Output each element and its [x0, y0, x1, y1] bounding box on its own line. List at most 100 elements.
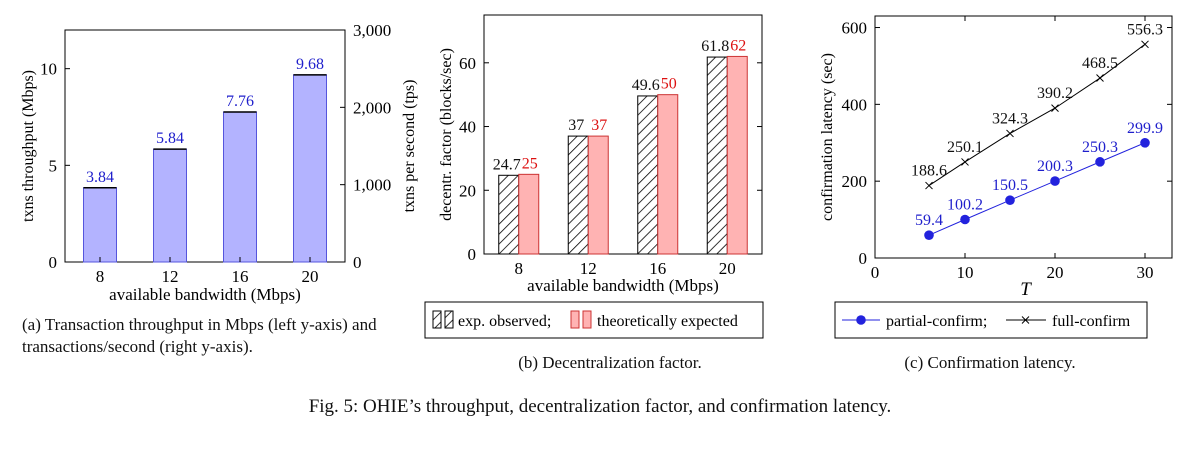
y-right-tick-label: 1,000	[353, 176, 391, 195]
bar	[153, 148, 187, 263]
point-label-partial-confirm: 200.3	[1037, 158, 1073, 175]
y-right-tick-label: 2,000	[353, 98, 391, 117]
bar-observed-label: 37	[568, 117, 584, 134]
legend-marker-full	[1021, 316, 1030, 324]
marker-partial-confirm	[1140, 138, 1150, 148]
marker-full-confirm	[1006, 129, 1014, 138]
bar	[83, 187, 117, 263]
legend-marker-partial	[856, 315, 866, 325]
marker-full-confirm	[1141, 40, 1149, 49]
point-label-partial-confirm: 150.5	[992, 177, 1028, 194]
caption-a: (a) Transaction throughput in Mbps (left…	[22, 315, 377, 356]
marker-stroke	[1006, 129, 1014, 138]
bar-observed-label: 24.7	[493, 156, 521, 173]
x-tick-label: 8	[96, 267, 105, 286]
series-line-full-confirm	[928, 43, 1146, 186]
x-tick-label: 20	[719, 259, 736, 278]
legend-swatch-expected	[582, 310, 592, 329]
caption-b: (b) Decentralization factor.	[518, 353, 702, 372]
bar-expected-label: 50	[661, 76, 677, 93]
plot-frame	[64, 29, 346, 263]
bar-observed-label: 61.8	[701, 38, 729, 55]
legend-swatch-expected	[570, 310, 580, 329]
y-tick-label: 10	[40, 60, 57, 79]
y-tick-label: 200	[842, 172, 868, 191]
y-right-tick-label: 3,000	[353, 21, 391, 40]
legend-label-observed: exp. observed;	[458, 313, 551, 330]
x-tick-label: 16	[232, 267, 249, 286]
bar-expected	[726, 55, 748, 255]
legend: partial-confirm; full-confirm	[834, 301, 1148, 339]
x-axis-label: available bandwidth (Mbps)	[109, 285, 301, 304]
marker-stroke	[961, 158, 969, 166]
marker-partial-confirm	[960, 214, 970, 225]
legend-label-partial: partial-confirm;	[886, 313, 987, 330]
y-right-tick-label: 0	[353, 253, 362, 272]
x-tick-label: 10	[957, 263, 974, 282]
bar-value-label: 3.84	[86, 169, 114, 186]
point-label-partial-confirm: 299.9	[1127, 120, 1163, 137]
y-tick-label: 0	[859, 249, 868, 268]
bar-expected	[587, 135, 609, 255]
bar	[293, 74, 327, 263]
figure-caption: Fig. 5: OHIE’s throughput, decentralizat…	[308, 396, 892, 417]
point-label-full-confirm: 250.1	[947, 139, 983, 156]
x-tick-label: 20	[1047, 263, 1064, 282]
y-axis-label: confirmation latency (sec)	[819, 53, 836, 221]
x-axis-label: available bandwidth (Mbps)	[527, 276, 719, 295]
chart-a-throughput: 0 5 10 0 1,000 2,000 3,000 3.84 8 5.84 12 7.76 16 9.6…	[20, 21, 418, 304]
legend-label-full: full-confirm	[1052, 313, 1131, 330]
marker-stroke	[1141, 40, 1149, 49]
legend-label-expected: theoretically expected	[597, 313, 738, 330]
marker-partial-confirm	[1095, 157, 1105, 167]
y-tick-label: 5	[49, 156, 58, 175]
bar-expected-label: 25	[522, 155, 538, 172]
marker-full-confirm	[961, 158, 969, 166]
y-axis-label: decentr. factor (blocks/sec)	[438, 48, 455, 221]
bar-expected-label: 62	[730, 37, 746, 54]
bar-observed	[706, 56, 728, 255]
x-tick-label: 12	[162, 267, 179, 286]
x-tick-label: 30	[1137, 263, 1154, 282]
point-label-partial-confirm: 59.4	[915, 212, 943, 229]
y-tick-label: 20	[459, 181, 476, 200]
marker-full-confirm	[1096, 74, 1104, 82]
y-tick-label: 60	[459, 54, 476, 73]
marker-full-confirm	[925, 181, 933, 190]
bar-expected-label: 37	[591, 117, 607, 134]
point-label-partial-confirm: 100.2	[947, 197, 983, 214]
marker-stroke	[1096, 74, 1104, 82]
point-label-partial-confirm: 250.3	[1082, 139, 1118, 156]
marker-stroke	[1051, 104, 1059, 112]
y-tick-label: 0	[468, 245, 477, 264]
bar	[223, 111, 257, 263]
point-label-full-confirm: 556.3	[1127, 21, 1163, 38]
y-tick-label: 40	[459, 118, 476, 137]
plot-frame	[483, 14, 763, 255]
y-tick-label: 400	[842, 95, 868, 114]
legend-swatch-observed	[444, 310, 454, 329]
bar-value-label: 7.76	[226, 93, 254, 110]
legend-swatch-observed	[432, 310, 442, 329]
marker-partial-confirm	[1050, 176, 1060, 186]
x-tick-label: 12	[580, 259, 597, 278]
legend: exp. observed; theoretically expected	[424, 301, 764, 339]
bar-value-label: 5.84	[156, 130, 184, 147]
bar-observed	[498, 174, 520, 255]
point-label-full-confirm: 390.2	[1037, 85, 1073, 102]
bar-observed	[637, 95, 659, 255]
point-label-full-confirm: 188.6	[911, 163, 947, 180]
point-label-full-confirm: 324.3	[992, 110, 1028, 127]
legend-box	[834, 301, 1148, 339]
plot-frame	[874, 15, 1173, 259]
point-label-full-confirm: 468.5	[1082, 55, 1118, 72]
x-tick-label: 8	[515, 259, 524, 278]
bar-expected	[657, 94, 679, 255]
bar-observed	[567, 135, 589, 255]
marker-stroke	[925, 181, 933, 190]
series-line-partial-confirm	[928, 142, 1146, 236]
caption-c: (c) Confirmation latency.	[904, 353, 1076, 372]
